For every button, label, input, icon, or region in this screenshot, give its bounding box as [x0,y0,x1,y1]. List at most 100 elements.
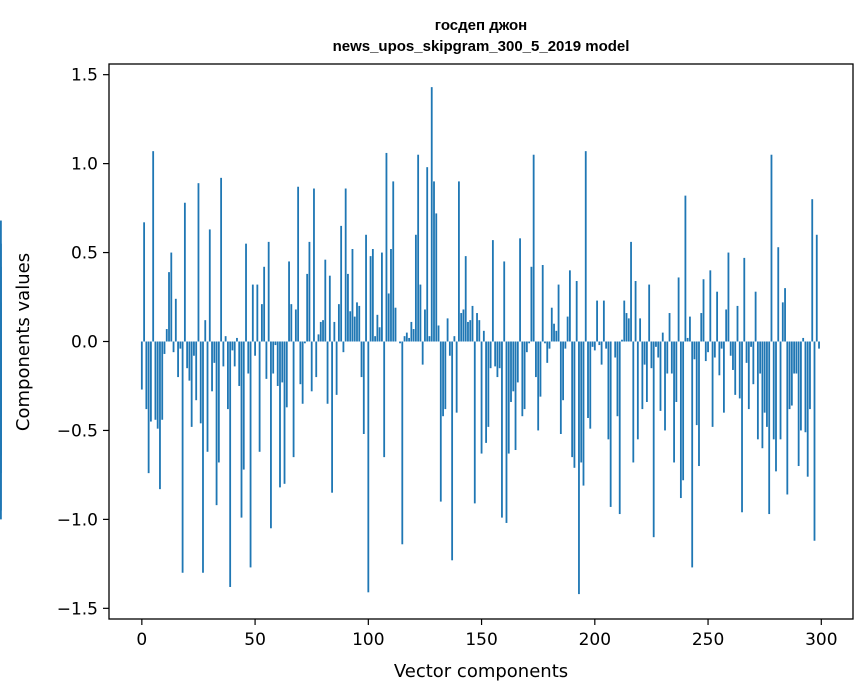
bar [392,181,394,341]
bar [388,293,390,341]
bar [734,342,736,395]
bar [309,242,311,342]
bar [528,342,530,344]
bar [775,342,777,472]
bar [503,261,505,341]
bar [356,302,358,341]
bar [474,342,476,504]
x-tick-label: 200 [579,630,611,650]
bar [596,301,598,342]
bar [469,320,471,341]
bar [198,183,200,341]
bar [272,342,274,374]
bar [741,342,743,513]
bar [306,274,308,342]
bar [376,315,378,342]
bar [266,342,268,379]
bar [816,235,818,342]
bar [381,253,383,342]
bar [456,342,458,413]
bar [331,342,333,493]
bar [420,285,422,342]
bar [0,342,2,417]
bar [254,342,256,356]
bar [417,155,419,342]
x-tick-label: 300 [805,630,837,650]
bar [506,342,508,523]
bar [759,342,761,374]
bar [730,342,732,356]
bar [241,342,243,518]
bar [814,342,816,541]
x-tick-label: 50 [244,630,266,650]
bar [494,342,496,367]
bar [809,342,811,410]
chart-title: госдеп джон news_upos_skipgram_300_5_201… [333,17,630,55]
bar [651,342,653,369]
bar [222,342,224,367]
bar [318,334,320,341]
chart-title-line-2: news_upos_skipgram_300_5_2019 model [333,38,630,55]
bar [576,281,578,341]
bar [657,342,659,358]
bar [211,342,213,392]
bar [501,342,503,518]
bar [680,342,682,499]
bar [367,342,369,593]
y-axis-label: Components values [13,253,34,431]
bar [587,342,589,418]
bar [311,342,313,392]
bar [281,342,283,383]
bar [549,342,551,349]
bar [560,342,562,435]
bar [313,189,315,342]
bar [299,342,301,385]
bar [483,331,485,342]
x-tick-label: 250 [692,630,724,650]
bar [358,306,360,342]
bar [422,342,424,365]
bar [811,199,813,341]
bar [628,318,630,341]
bar [675,342,677,402]
bar [795,342,797,374]
bar [723,342,725,413]
bar [786,342,788,495]
bar [743,258,745,342]
bar [682,342,684,481]
bar [709,270,711,341]
bar [141,342,143,390]
bar [707,342,709,353]
bar [635,281,637,341]
bar [304,342,306,344]
bar [644,342,646,365]
bar [256,285,258,342]
bar [818,342,820,349]
bar [164,342,166,354]
bar [229,342,231,587]
bar [175,299,177,342]
bar [288,261,290,341]
x-tick-label: 150 [465,630,497,650]
bar [669,313,671,341]
bar [338,304,340,341]
bar [746,342,748,363]
bar [714,342,716,358]
bar [739,342,741,399]
bar [515,342,517,451]
bar [340,226,342,342]
bar [592,342,594,347]
bar [637,342,639,440]
bar [213,342,215,363]
bar [564,342,566,349]
bar [574,342,576,468]
bar [805,342,807,433]
bar [279,342,281,488]
bar [569,270,571,341]
bar [530,267,532,342]
bar [200,342,202,424]
bar [186,342,188,369]
bar [463,309,465,341]
bar [243,342,245,470]
bar [177,342,179,378]
